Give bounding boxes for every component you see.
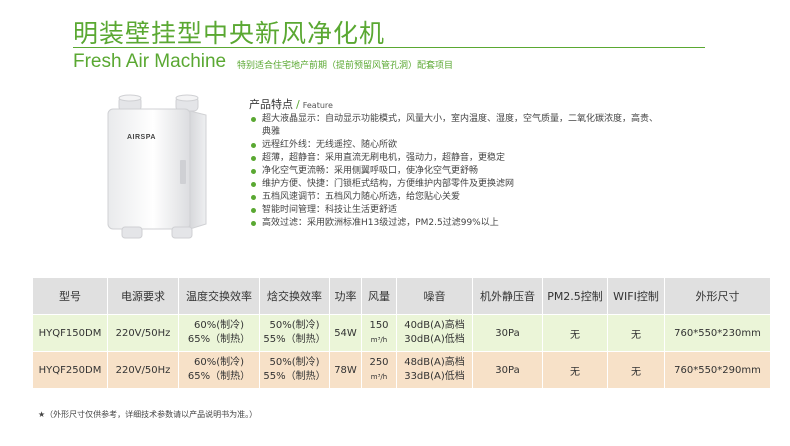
feature-item: 维护方便、快捷：门锁柜式结构，方便维护内部零件及更换滤网 bbox=[249, 178, 659, 191]
bullet-icon bbox=[251, 195, 256, 200]
column-header: WIFI控制 bbox=[607, 277, 665, 315]
feature-item: 远程红外线：无线遥控、随心所欲 bbox=[249, 139, 659, 152]
bullet-icon bbox=[251, 156, 256, 161]
column-header: 电源要求 bbox=[107, 277, 179, 315]
cell-model: HYQF150DM bbox=[32, 314, 108, 352]
cell-static-pressure: 30Pa bbox=[472, 314, 543, 352]
footnote: ★（外形尺寸仅供参考，详细技术参数请以产品说明书为准。） bbox=[38, 410, 258, 419]
spec-table: 型号 电源要求 温度交换效率 焓交换效率 功率 风量 噪音 机外静压音 PM2.… bbox=[32, 277, 771, 389]
cell-dimensions: 760*550*290mm bbox=[664, 351, 771, 389]
feature-item: 超薄，超静音：采用直流无刷电机，强动力，超静音，更稳定 bbox=[249, 152, 659, 165]
feature-list: 超大液晶显示：自动显示功能模式，风量大小，室内温度、湿度，空气质量，二氧化碳浓度… bbox=[249, 113, 659, 230]
cell-power-req: 220V/50Hz bbox=[107, 351, 179, 389]
bullet-icon bbox=[251, 182, 256, 187]
column-header: 温度交换效率 bbox=[178, 277, 260, 315]
column-header: 机外静压音 bbox=[472, 277, 543, 315]
page-subtitle: 特别适合住宅地产前期（提前预留风管孔洞）配套项目 bbox=[237, 61, 454, 71]
feature-item: 高效过滤：采用欧洲标准H13级过滤，PM2.5过滤99%以上 bbox=[249, 217, 659, 230]
features-heading-cn: 产品特点 bbox=[249, 98, 293, 111]
features-heading-en: Feature bbox=[302, 101, 333, 110]
table-row: HYQF150DM 220V/50Hz 60%(制冷) 65%（制热） 50%(制… bbox=[32, 314, 771, 352]
column-header: 外形尺寸 bbox=[664, 277, 771, 315]
cell-wifi: 无 bbox=[607, 351, 665, 389]
feature-item: 智能时间管理：科技让生活更舒适 bbox=[249, 204, 659, 217]
cell-model: HYQF250DM bbox=[32, 351, 108, 389]
cell-pm25: 无 bbox=[542, 351, 608, 389]
cell-enthalpy-efficiency: 50%(制冷) 55%（制热） bbox=[259, 314, 330, 352]
cell-temp-efficiency: 60%(制冷) 65%（制热） bbox=[178, 351, 260, 389]
feature-item: 净化空气更流畅：采用侧翼呼吸口，使净化空气更舒畅 bbox=[249, 165, 659, 178]
feature-item: 五档风速调节：五档风力随心所选，给您贴心关爱 bbox=[249, 191, 659, 204]
product-image: AIRSPA bbox=[100, 92, 220, 242]
bullet-icon bbox=[251, 117, 256, 122]
cell-airflow: 250 m³/h bbox=[361, 351, 397, 389]
feature-item: 超大液晶显示：自动显示功能模式，风量大小，室内温度、湿度，空气质量，二氧化碳浓度… bbox=[249, 113, 659, 139]
cell-power: 78W bbox=[329, 351, 362, 389]
table-header-row: 型号 电源要求 温度交换效率 焓交换效率 功率 风量 噪音 机外静压音 PM2.… bbox=[32, 277, 771, 315]
column-header: 功率 bbox=[329, 277, 362, 315]
features-heading-slash: / bbox=[296, 98, 300, 111]
table-row: HYQF250DM 220V/50Hz 60%(制冷) 65%（制热） 50%(制… bbox=[32, 351, 771, 389]
title-divider bbox=[73, 47, 705, 48]
cell-dimensions: 760*550*230mm bbox=[664, 314, 771, 352]
bullet-icon bbox=[251, 143, 256, 148]
bullet-icon bbox=[251, 169, 256, 174]
cell-enthalpy-efficiency: 50%(制冷) 55%（制热） bbox=[259, 351, 330, 389]
cell-power: 54W bbox=[329, 314, 362, 352]
cell-power-req: 220V/50Hz bbox=[107, 314, 179, 352]
cell-noise: 48dB(A)高档 33dB(A)低档 bbox=[396, 351, 473, 389]
cell-temp-efficiency: 60%(制冷) 65%（制热） bbox=[178, 314, 260, 352]
column-header: 噪音 bbox=[396, 277, 473, 315]
cell-airflow: 150 m³/h bbox=[361, 314, 397, 352]
column-header: PM2.5控制 bbox=[542, 277, 608, 315]
cell-static-pressure: 30Pa bbox=[472, 351, 543, 389]
bullet-icon bbox=[251, 208, 256, 213]
cell-pm25: 无 bbox=[542, 314, 608, 352]
cell-wifi: 无 bbox=[607, 314, 665, 352]
column-header: 型号 bbox=[32, 277, 108, 315]
cell-noise: 40dB(A)高档 30dB(A)低档 bbox=[396, 314, 473, 352]
column-header: 焓交换效率 bbox=[259, 277, 330, 315]
page-title: 明装壁挂型中央新风净化机 bbox=[73, 19, 386, 48]
product-brand-logo: AIRSPA bbox=[127, 134, 156, 141]
column-header: 风量 bbox=[361, 277, 397, 315]
features-heading: 产品特点 / Feature bbox=[249, 96, 333, 112]
bullet-icon bbox=[251, 221, 256, 226]
page-title-english: Fresh Air Machine bbox=[73, 51, 227, 72]
